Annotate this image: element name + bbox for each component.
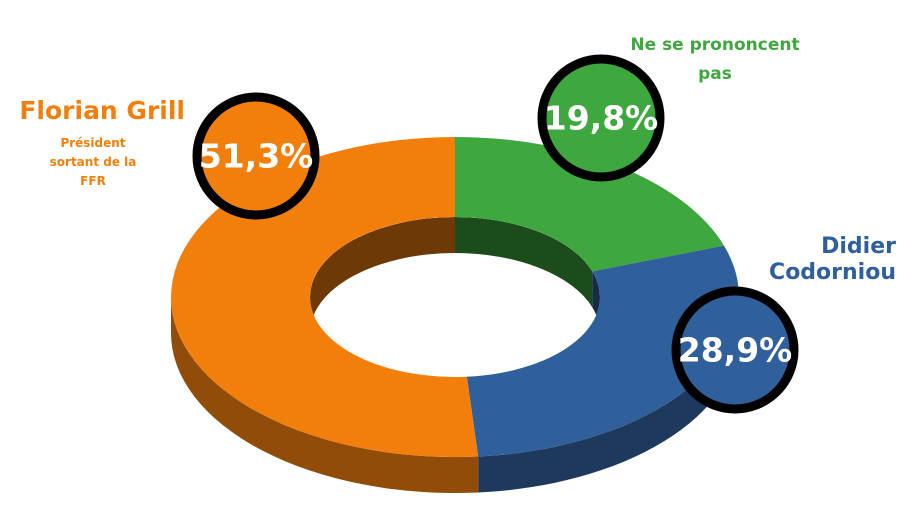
slice: [466, 245, 740, 457]
category-label: Ne se prononcent pas: [630, 35, 800, 84]
label-badge: [192, 92, 320, 220]
label-badge: [671, 286, 799, 414]
category-label: Florian Grill: [19, 96, 185, 125]
slice-inner-wall: [310, 217, 455, 333]
label-badge: [537, 54, 665, 182]
value-label: 28,9%: [678, 331, 793, 370]
slice: [455, 137, 724, 272]
value-label: 19,8%: [544, 99, 659, 138]
slice-inner-wall: [455, 217, 593, 308]
slice-outer-wall: [478, 297, 740, 493]
value-label: 51,3%: [199, 137, 314, 176]
slice-outer-wall: [171, 297, 479, 494]
annotation: Président sortant de la FFR: [49, 136, 137, 188]
category-label: Didier Codorniou: [769, 234, 896, 285]
